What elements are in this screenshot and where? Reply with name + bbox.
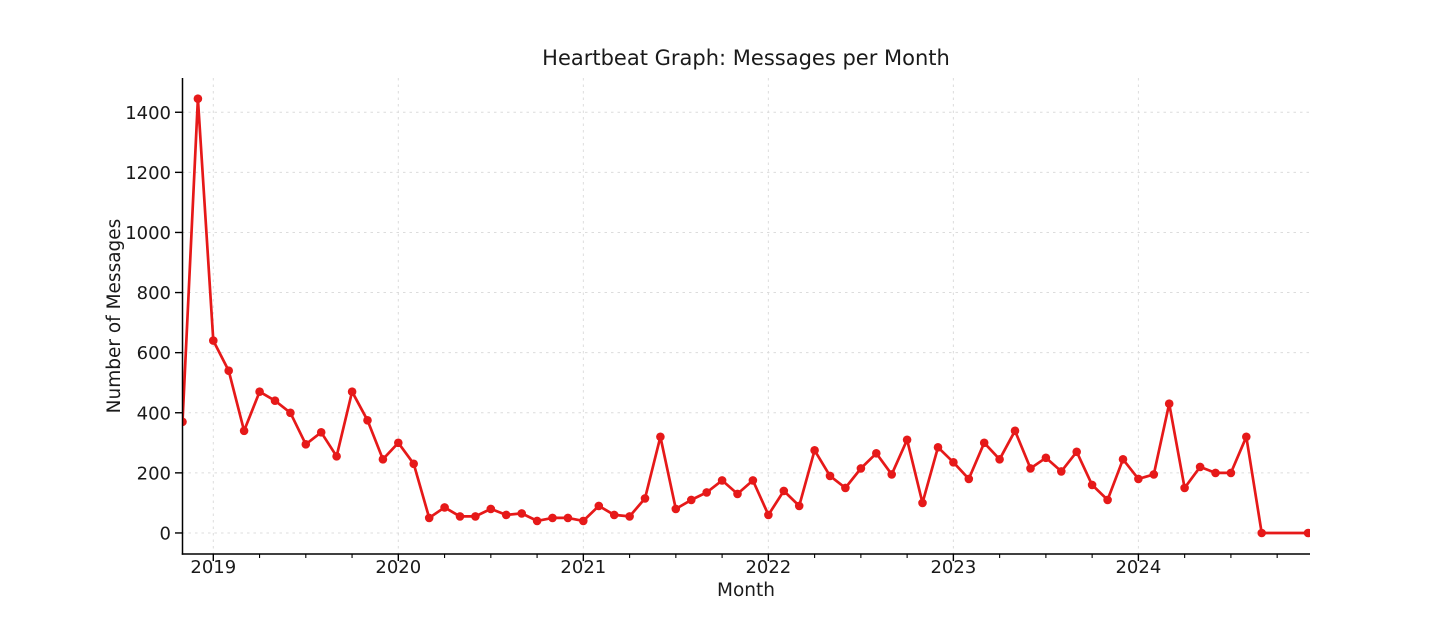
data-point-marker	[702, 488, 711, 497]
data-point-marker	[563, 513, 573, 523]
data-point-marker	[687, 495, 696, 505]
x-year-label: 2019	[190, 557, 236, 578]
data-point-marker	[1057, 467, 1066, 476]
data-point-marker	[1303, 528, 1310, 538]
data-point-marker	[270, 396, 280, 406]
data-point-marker	[440, 503, 449, 512]
data-point-marker	[1010, 426, 1020, 436]
y-tick-label: 200	[137, 463, 171, 484]
data-point-marker	[825, 471, 835, 481]
data-point-marker	[949, 458, 958, 467]
data-point-marker	[1103, 495, 1112, 505]
data-point-marker	[286, 408, 295, 418]
data-point-marker	[671, 504, 681, 514]
data-point-marker	[209, 336, 218, 345]
data-point-marker	[918, 498, 927, 508]
data-point-marker	[471, 512, 480, 521]
chart-title: Heartbeat Graph: Messages per Month	[542, 46, 950, 70]
y-tick-label: 1200	[125, 163, 171, 184]
x-axis-label: Month	[717, 580, 775, 601]
data-point-marker	[872, 449, 881, 458]
tick-label-layer: 0 200 400 600 800 1000 1200 1400 2019 2020 2021 202…	[125, 103, 1161, 578]
data-point-marker	[1026, 464, 1035, 473]
data-point-marker	[316, 428, 326, 437]
data-point-marker	[748, 476, 758, 485]
data-point-marker	[902, 435, 912, 445]
data-point-marker	[1195, 462, 1205, 472]
data-point-marker	[239, 426, 249, 436]
data-point-marker	[733, 489, 742, 499]
data-point-marker	[1180, 483, 1189, 493]
data-point-marker	[1257, 528, 1266, 538]
data-point-marker	[933, 443, 943, 452]
data-point-marker	[548, 513, 557, 523]
y-tick-label: 0	[160, 523, 171, 544]
data-point-marker	[1211, 468, 1220, 478]
x-year-label: 2024	[1115, 557, 1161, 578]
data-point-marker	[255, 387, 264, 397]
data-point-marker	[995, 455, 1004, 464]
data-point-marker	[378, 455, 388, 464]
data-point-marker	[455, 512, 465, 521]
data-point-marker	[579, 516, 588, 526]
data-point-marker	[964, 474, 974, 484]
data-point-marker	[1072, 447, 1081, 457]
tick-layer	[175, 111, 1278, 561]
data-point-marker	[1041, 453, 1051, 463]
y-tick-label: 600	[137, 343, 171, 364]
y-axis-label: Number of Messages	[104, 219, 125, 414]
data-point-marker	[594, 501, 604, 511]
y-tick-label: 1400	[125, 103, 171, 124]
data-point-marker	[486, 504, 496, 514]
y-tick-label: 800	[137, 283, 171, 304]
data-point-marker	[193, 94, 203, 103]
x-year-label: 2021	[560, 557, 606, 578]
data-point-marker	[656, 432, 665, 442]
series-layer	[182, 94, 1310, 538]
data-point-marker	[640, 494, 650, 503]
data-point-marker	[1118, 455, 1128, 464]
x-year-label: 2020	[375, 557, 421, 578]
y-tick-label: 400	[137, 403, 171, 424]
data-point-marker	[301, 440, 311, 449]
data-point-marker	[1242, 432, 1251, 442]
data-point-marker	[532, 516, 542, 526]
data-point-marker	[764, 510, 773, 520]
data-point-marker	[224, 366, 233, 376]
y-tick-label: 1000	[125, 223, 171, 244]
data-point-marker	[409, 459, 419, 469]
data-point-marker	[810, 446, 819, 455]
data-point-marker	[794, 501, 804, 511]
data-point-marker	[1134, 474, 1143, 484]
grid-layer	[182, 78, 1310, 554]
data-point-marker	[501, 510, 511, 520]
data-point-marker	[517, 509, 526, 518]
data-point-marker	[363, 416, 372, 425]
data-point-marker	[609, 510, 619, 520]
data-point-marker	[1087, 480, 1097, 490]
data-point-marker	[347, 387, 357, 397]
data-point-marker	[394, 438, 403, 448]
series-line	[182, 97, 1310, 535]
x-year-label: 2022	[745, 557, 791, 578]
data-point-marker	[625, 512, 634, 521]
data-point-marker	[887, 470, 896, 479]
data-point-marker	[979, 438, 989, 448]
data-point-marker	[424, 513, 434, 523]
data-point-marker	[1149, 470, 1159, 479]
x-year-label: 2023	[930, 557, 976, 578]
data-point-marker	[1226, 468, 1236, 478]
data-point-marker	[332, 452, 341, 461]
data-point-marker	[717, 476, 727, 485]
data-point-marker	[1164, 399, 1174, 409]
data-point-marker	[856, 464, 866, 473]
data-point-marker	[841, 483, 850, 493]
data-point-marker	[779, 486, 789, 496]
